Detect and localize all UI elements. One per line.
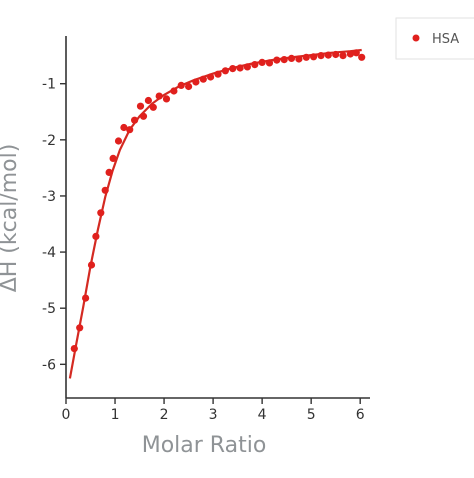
data-point: [144, 96, 152, 105]
x-tick-label: 2: [160, 407, 169, 423]
data-point: [287, 54, 296, 63]
y-tick-label: -3: [42, 189, 56, 205]
data-point: [295, 55, 303, 63]
ticks: 0 1 2 3 4 5 6 -1 -2 -3 -4 -5 -6: [42, 77, 365, 423]
data-point: [87, 261, 96, 269]
data-point: [70, 345, 78, 353]
x-axis-title: Molar Ratio: [142, 433, 267, 458]
data-point: [352, 49, 360, 57]
legend-marker: [412, 34, 420, 42]
data-point: [101, 186, 109, 194]
legend-box: [395, 17, 474, 60]
y-tick-label: -6: [42, 357, 56, 373]
data-point: [221, 67, 229, 75]
data-point: [149, 103, 157, 111]
data-point: [170, 87, 178, 95]
data-point: [105, 168, 113, 176]
data-point: [214, 70, 222, 78]
y-tick-label: -2: [42, 133, 56, 149]
y-axis-title: ΔH (kcal/mol): [0, 144, 22, 293]
data-point: [199, 75, 207, 83]
x-tick-label: 0: [62, 407, 71, 423]
axes: [65, 36, 370, 399]
data-point: [339, 52, 347, 60]
data-point: [229, 65, 237, 73]
data-point: [155, 92, 163, 100]
data-point: [346, 50, 354, 58]
data-point: [97, 209, 105, 217]
y-tick-label: -5: [42, 301, 56, 317]
data-point: [192, 78, 200, 86]
fit-curve: [68, 48, 362, 379]
x-tick-label: 4: [258, 407, 267, 423]
legend: HSA: [395, 17, 474, 60]
data-points: [70, 49, 366, 353]
data-point: [177, 81, 185, 89]
data-point: [185, 82, 193, 91]
data-point: [114, 137, 123, 145]
data-point: [280, 56, 288, 64]
data-point: [273, 56, 281, 64]
data-point: [82, 294, 90, 302]
data-point: [92, 232, 100, 240]
data-point: [243, 63, 251, 71]
data-point: [310, 53, 318, 61]
data-point: [136, 102, 145, 110]
data-point: [76, 324, 84, 332]
data-point: [251, 61, 259, 69]
data-point: [236, 64, 244, 72]
x-tick-label: 3: [209, 407, 218, 423]
data-point: [258, 58, 266, 66]
data-point: [317, 52, 325, 60]
data-point: [265, 59, 274, 67]
data-point: [120, 123, 128, 132]
data-point: [358, 53, 366, 61]
x-tick-label: 5: [307, 407, 316, 423]
legend-label: HSA: [432, 32, 459, 47]
data-point: [324, 51, 332, 59]
data-point: [109, 154, 117, 162]
data-point: [162, 95, 171, 103]
data-point: [207, 73, 215, 81]
x-tick-label: 1: [111, 407, 120, 423]
data-point: [131, 116, 139, 124]
data-point: [126, 126, 134, 134]
y-tick-label: -1: [42, 77, 56, 93]
data-point: [139, 112, 148, 120]
y-tick-label: -4: [42, 245, 56, 261]
data-point: [332, 50, 340, 59]
data-point: [302, 53, 310, 61]
x-tick-label: 6: [356, 407, 365, 423]
